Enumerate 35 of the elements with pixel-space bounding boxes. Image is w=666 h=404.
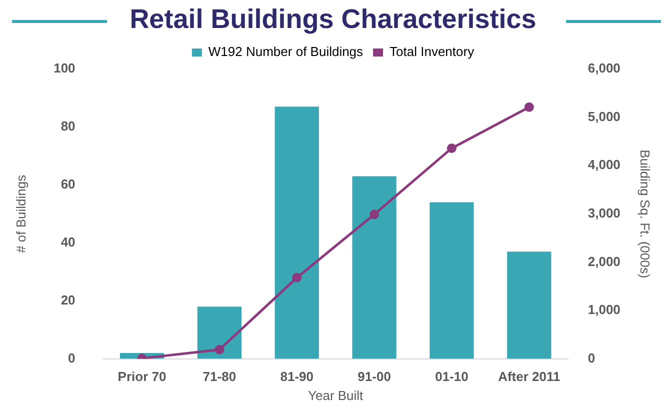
point [214, 344, 224, 354]
bar [274, 106, 319, 359]
legend-label: W192 Number of Buildings [208, 44, 364, 60]
y2-tick-label: 4,000 [588, 157, 620, 172]
point [524, 102, 534, 112]
point [292, 272, 302, 282]
x-tick-label: 71-80 [202, 369, 236, 384]
chart-title: Retail Buildings Characteristics [128, 4, 538, 35]
bar [430, 202, 474, 359]
point [370, 210, 380, 220]
bar [352, 176, 396, 359]
y2-tick-label: 5,000 [588, 108, 620, 124]
y-tick-label: 80 [60, 118, 76, 134]
y-tick-label: 100 [54, 60, 76, 76]
point [446, 143, 456, 153]
bar [197, 306, 242, 359]
y-tick-label: 60 [60, 176, 76, 192]
x-tick-label: Prior 70 [118, 369, 166, 384]
y-axis-title: # of Buildings [13, 174, 28, 253]
y-tick-label: 0 [68, 350, 76, 366]
x-tick-label: 81-90 [280, 369, 314, 384]
y-tick-label: 40 [60, 234, 76, 250]
y2-axis-title: Building Sq. Ft. (000s) [638, 150, 653, 278]
bar [507, 252, 552, 359]
x-tick-label: 91-00 [358, 369, 391, 384]
y-tick-label: 20 [60, 292, 76, 308]
legend-label: Total Inventory [390, 44, 475, 60]
y2-tick-label: 2,000 [588, 254, 620, 269]
y2-tick-label: 3,000 [588, 205, 620, 220]
x-axis-title: Year Built [308, 388, 364, 403]
y2-tick-label: 0 [588, 350, 596, 366]
x-tick-label: 01-10 [435, 369, 468, 384]
y2-tick-label: 1,000 [588, 302, 620, 318]
x-tick-label: After 2011 [498, 369, 560, 384]
y2-tick-label: 6,000 [588, 60, 620, 76]
